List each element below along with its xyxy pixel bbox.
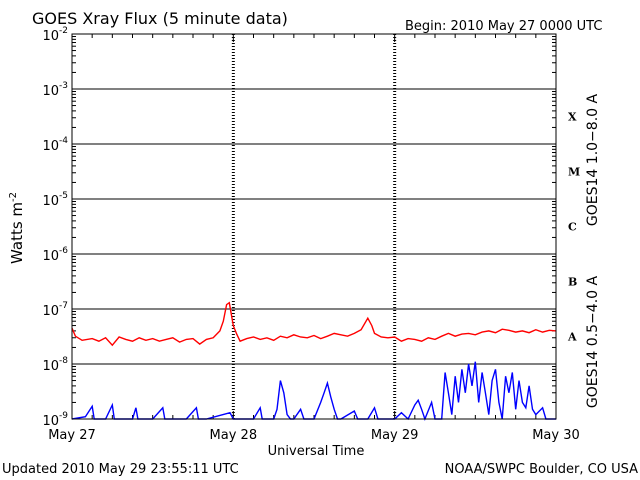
y-tick-base: 10 (42, 84, 59, 99)
flare-class-B: B (568, 276, 577, 289)
y-tick-base: 10 (42, 139, 59, 154)
updated-timestamp: Updated 2010 May 29 23:55:11 UTC (2, 462, 239, 477)
flare-class-M: M (568, 166, 580, 179)
y-tick-label-5: 10-4 (42, 136, 68, 154)
y-tick-label-2: 10-7 (42, 301, 68, 319)
x-tick-label-3: May 30 (532, 428, 580, 443)
series-line-1 (71, 361, 556, 422)
series-line-0 (71, 301, 557, 347)
y-tick-base: 10 (42, 249, 59, 264)
x-tick-label-1: May 28 (210, 428, 258, 443)
y-tick-exponent: -9 (59, 411, 68, 421)
begin-time: Begin: 2010 May 27 0000 UTC (405, 19, 602, 34)
flare-class-C: C (568, 221, 577, 234)
credit-text: NOAA/SWPC Boulder, CO USA (445, 462, 638, 477)
chart-title: GOES Xray Flux (5 minute data) (32, 9, 288, 28)
flare-class-X: X (568, 111, 577, 124)
y-axis-label-text: Watts m (8, 202, 26, 264)
y-axis-label-exponent: -2 (8, 192, 19, 202)
y-axis-label: Watts m-2 (8, 192, 26, 264)
flare-class-A: A (567, 331, 577, 344)
y-tick-exponent: -8 (59, 356, 68, 366)
y-tick-exponent: -3 (59, 81, 68, 91)
y-tick-base: 10 (42, 29, 59, 44)
y-tick-base: 10 (42, 414, 59, 429)
y-tick-exponent: -5 (59, 191, 68, 201)
y-tick-exponent: -4 (59, 136, 68, 146)
series-label-short: GOES14 0.5−4.0 A (585, 276, 601, 409)
y-tick-label-7: 10-2 (42, 26, 68, 44)
x-tick-label-2: May 29 (371, 428, 419, 443)
y-tick-exponent: -2 (59, 26, 68, 36)
y-tick-label-3: 10-6 (42, 246, 68, 264)
x-tick-label-0: May 27 (48, 428, 96, 443)
y-tick-exponent: -6 (59, 246, 68, 256)
y-tick-base: 10 (42, 304, 59, 319)
y-tick-label-6: 10-3 (42, 81, 68, 99)
x-axis-label: Universal Time (268, 444, 365, 459)
plot-frame (71, 33, 557, 420)
y-tick-label-1: 10-8 (42, 356, 68, 374)
y-tick-base: 10 (42, 359, 59, 374)
y-tick-exponent: -7 (59, 301, 68, 311)
series-label-long: GOES14 1.0−8.0 A (585, 94, 601, 227)
y-tick-base: 10 (42, 194, 59, 209)
y-tick-label-4: 10-5 (42, 191, 68, 209)
y-tick-label-0: 10-9 (42, 411, 68, 429)
